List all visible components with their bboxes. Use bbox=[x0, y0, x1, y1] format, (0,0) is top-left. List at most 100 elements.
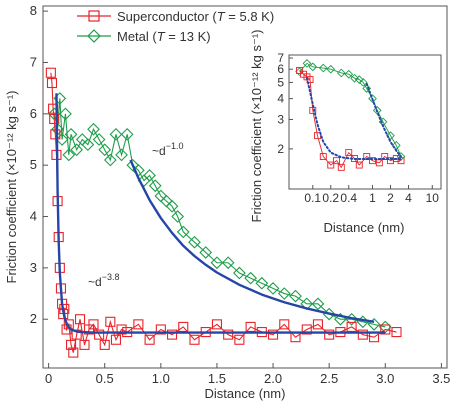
superconductor-point bbox=[268, 329, 279, 340]
metal-point bbox=[62, 148, 76, 162]
metal-point bbox=[87, 122, 100, 136]
fit-curve-1 bbox=[129, 159, 375, 323]
x-tick-label: 0 bbox=[45, 371, 52, 386]
superconductor-point bbox=[71, 329, 82, 340]
metal-point bbox=[311, 297, 325, 311]
inset-y-tick-label: 2 bbox=[277, 142, 284, 156]
superconductor-point bbox=[63, 319, 74, 330]
legend: Superconductor (T = 5.8 K) Metal (T = 13… bbox=[77, 9, 274, 44]
metal-point bbox=[255, 276, 269, 290]
legend-label-metal: Metal (T = 13 K) bbox=[117, 29, 211, 44]
metal-point bbox=[233, 266, 246, 280]
inset-metal-point bbox=[318, 63, 328, 73]
superconductor-point bbox=[380, 324, 391, 335]
inset-x-tick-label: 0.4 bbox=[340, 191, 357, 205]
inset-fit-curve-1 bbox=[365, 82, 403, 158]
inset-metal-point bbox=[386, 131, 395, 141]
fit-annotation-d-1.0: ~d−1.0 bbox=[152, 141, 183, 158]
inset-y-tick-label: 3 bbox=[277, 112, 284, 126]
superconductor-point bbox=[88, 319, 99, 330]
main-plot-frame bbox=[42, 5, 448, 369]
superconductor-point bbox=[94, 329, 105, 340]
superconductor-point bbox=[133, 319, 144, 330]
metal-point bbox=[176, 225, 190, 239]
inset-superconductor-point bbox=[397, 157, 405, 165]
inset-plot-frame bbox=[288, 54, 442, 190]
superconductor-point bbox=[50, 129, 61, 140]
inset-y-tick-label: 6 bbox=[277, 62, 284, 76]
superconductor-point bbox=[234, 334, 245, 345]
inset-metal-point bbox=[354, 75, 364, 84]
metal-point bbox=[188, 235, 201, 249]
inset-superconductor-point bbox=[345, 149, 353, 157]
inset-metal-point bbox=[350, 73, 359, 83]
metal-point bbox=[55, 133, 69, 146]
inset-y-tick-label: 5 bbox=[277, 75, 284, 89]
inset-x-axis-label: Distance (nm) bbox=[324, 220, 405, 235]
x-tick-label: 2.5 bbox=[320, 371, 338, 386]
inset-y-tick-label: 7 bbox=[277, 51, 284, 65]
y-tick-label: 3 bbox=[30, 260, 37, 275]
x-tick-label: 0.5 bbox=[96, 371, 114, 386]
inset-y-tick-label: 4 bbox=[277, 92, 284, 106]
inset-superconductor-point bbox=[337, 163, 345, 171]
superconductor-point bbox=[312, 319, 323, 330]
y-tick-label: 4 bbox=[30, 209, 37, 224]
y-tick-label: 8 bbox=[30, 3, 37, 18]
inset-superconductor-series bbox=[296, 66, 405, 171]
inset-metal-point bbox=[308, 62, 318, 72]
metal-point bbox=[367, 317, 381, 331]
inset-x-tick-label: 0.1 bbox=[304, 191, 321, 205]
inset-x-tick-label: 10 bbox=[426, 191, 440, 205]
metal-point bbox=[59, 107, 72, 121]
inset-superconductor-point bbox=[355, 161, 363, 169]
inset-superconductor-point bbox=[369, 157, 376, 165]
inset-y-axis-label: Friction coefficient (×10⁻¹² kg s⁻¹) bbox=[249, 29, 264, 222]
superconductor-point bbox=[46, 77, 58, 89]
metal-point bbox=[92, 133, 106, 146]
metal-point bbox=[98, 143, 112, 157]
superconductor-point bbox=[155, 324, 166, 335]
metal-point bbox=[199, 246, 213, 259]
inset-metal-point bbox=[295, 67, 304, 77]
superconductor-point bbox=[144, 334, 155, 345]
legend-marker-superconductor bbox=[88, 10, 100, 22]
superconductor-point bbox=[110, 334, 121, 345]
y-tick-label: 5 bbox=[30, 157, 37, 172]
superconductor-point bbox=[105, 316, 116, 327]
x-tick-label: 3.5 bbox=[432, 371, 450, 386]
inset-metal-point bbox=[358, 78, 368, 87]
inset-metal-point bbox=[336, 68, 346, 78]
y-tick-label: 6 bbox=[30, 106, 37, 121]
superconductor-point bbox=[301, 324, 312, 335]
inset-fit-curve-0 bbox=[305, 77, 403, 160]
superconductor-point bbox=[189, 334, 200, 345]
inset-superconductor-point bbox=[327, 161, 335, 169]
superconductor-point bbox=[324, 329, 335, 340]
inset-x-tick-label: 4 bbox=[405, 191, 412, 205]
inset-metal-point bbox=[302, 59, 312, 68]
inset-metal-point bbox=[362, 84, 372, 93]
superconductor-point bbox=[66, 339, 77, 350]
superconductor-point bbox=[68, 347, 79, 358]
inset-superconductor-point bbox=[296, 66, 303, 74]
metal-point bbox=[171, 210, 185, 223]
metal-point bbox=[289, 289, 302, 303]
metal-point bbox=[70, 143, 84, 157]
metal-point bbox=[120, 128, 134, 141]
superconductor-point bbox=[391, 327, 402, 338]
superconductor-point bbox=[49, 113, 60, 125]
superconductor-point bbox=[223, 329, 234, 340]
inset-superconductor-point bbox=[333, 157, 341, 165]
inset-x-tick-label: 1 bbox=[369, 191, 376, 205]
metal-point bbox=[109, 128, 123, 141]
legend-item-metal: Metal (T = 13 K) bbox=[77, 29, 211, 44]
fit-annotation-d-3.8: ~d−3.8 bbox=[88, 272, 119, 289]
y-axis-label: Friction coefficient (×10⁻¹² kg s⁻¹) bbox=[4, 90, 19, 283]
metal-point bbox=[103, 153, 117, 167]
metal-point bbox=[64, 128, 78, 141]
x-tick-label: 2.0 bbox=[264, 371, 282, 386]
